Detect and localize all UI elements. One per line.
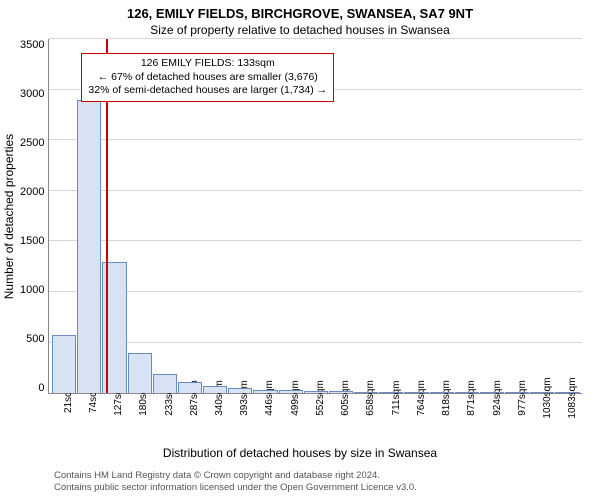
y-axis-ticks: 3500 3000 2500 2000 1500 1000 500 0 (18, 39, 48, 394)
plot-area: 126 EMILY FIELDS: 133sqm← 67% of detache… (48, 39, 582, 394)
x-axis-label: Distribution of detached houses by size … (0, 444, 600, 466)
bar (279, 390, 303, 393)
x-tick: 924sqm (479, 394, 504, 444)
x-tick: 1030sqm (529, 394, 554, 444)
title-block: 126, EMILY FIELDS, BIRCHGROVE, SWANSEA, … (0, 0, 600, 39)
footer-line-2: Contains public sector information licen… (54, 482, 600, 494)
bar (455, 392, 479, 393)
bar (228, 388, 252, 393)
y-tick: 3500 (20, 39, 44, 51)
x-tick: 605sqm (328, 394, 353, 444)
bar (379, 392, 403, 393)
x-tick: 393sqm (227, 394, 252, 444)
y-tick: 2000 (20, 186, 44, 198)
x-tick: 127sqm (100, 394, 125, 444)
bar (404, 392, 428, 393)
x-tick: 340sqm (201, 394, 226, 444)
bar (555, 392, 579, 393)
x-tick: 658sqm (353, 394, 378, 444)
bar (52, 335, 76, 394)
bar (128, 353, 152, 393)
y-tick: 500 (26, 333, 44, 345)
footer-attribution: Contains HM Land Registry data © Crown c… (0, 466, 600, 500)
y-tick: 0 (38, 382, 44, 394)
x-axis-row: 21sqm74sqm127sqm180sqm233sqm287sqm340sqm… (0, 394, 600, 444)
chart-container: 126, EMILY FIELDS, BIRCHGROVE, SWANSEA, … (0, 0, 600, 500)
y-axis-label: Number of detached properties (0, 39, 18, 394)
x-tick: 1083sqm (555, 394, 580, 444)
x-tick: 287sqm (176, 394, 201, 444)
bar (354, 392, 378, 394)
bar (480, 392, 504, 393)
bar (178, 382, 202, 393)
annotation-line: 126 EMILY FIELDS: 133sqm (88, 57, 327, 71)
bar (253, 390, 277, 394)
chart-area: Number of detached properties 3500 3000 25… (0, 39, 600, 394)
bar (505, 392, 529, 393)
x-tick: 871sqm (454, 394, 479, 444)
bar (77, 100, 101, 394)
x-axis-ticks: 21sqm74sqm127sqm180sqm233sqm287sqm340sqm… (48, 394, 582, 444)
y-tick: 3000 (20, 88, 44, 100)
xtick-spacer (0, 394, 48, 444)
x-tick: 552sqm (302, 394, 327, 444)
bar (304, 391, 328, 394)
x-tick: 233sqm (151, 394, 176, 444)
x-tick: 74sqm (75, 394, 100, 444)
bar (203, 386, 227, 393)
annotation-line: 32% of semi-detached houses are larger (… (88, 84, 327, 98)
x-tick: 180sqm (126, 394, 151, 444)
annotation-box: 126 EMILY FIELDS: 133sqm← 67% of detache… (81, 53, 334, 102)
x-tick: 499sqm (277, 394, 302, 444)
x-tick: 711sqm (378, 394, 403, 444)
bar (153, 374, 177, 393)
bar (530, 392, 554, 393)
y-tick: 1500 (20, 235, 44, 247)
title-main: 126, EMILY FIELDS, BIRCHGROVE, SWANSEA, … (0, 6, 600, 21)
annotation-line: ← 67% of detached houses are smaller (3,… (88, 71, 327, 85)
x-tick: 977sqm (504, 394, 529, 444)
title-sub: Size of property relative to detached ho… (0, 23, 600, 37)
x-tick: 446sqm (252, 394, 277, 444)
y-tick: 1000 (20, 284, 44, 296)
bar (430, 392, 454, 393)
x-tick: 764sqm (403, 394, 428, 444)
footer-line-1: Contains HM Land Registry data © Crown c… (54, 470, 600, 482)
x-tick: 818sqm (429, 394, 454, 444)
x-tick: 21sqm (50, 394, 75, 444)
y-tick: 2500 (20, 137, 44, 149)
bar (329, 391, 353, 393)
